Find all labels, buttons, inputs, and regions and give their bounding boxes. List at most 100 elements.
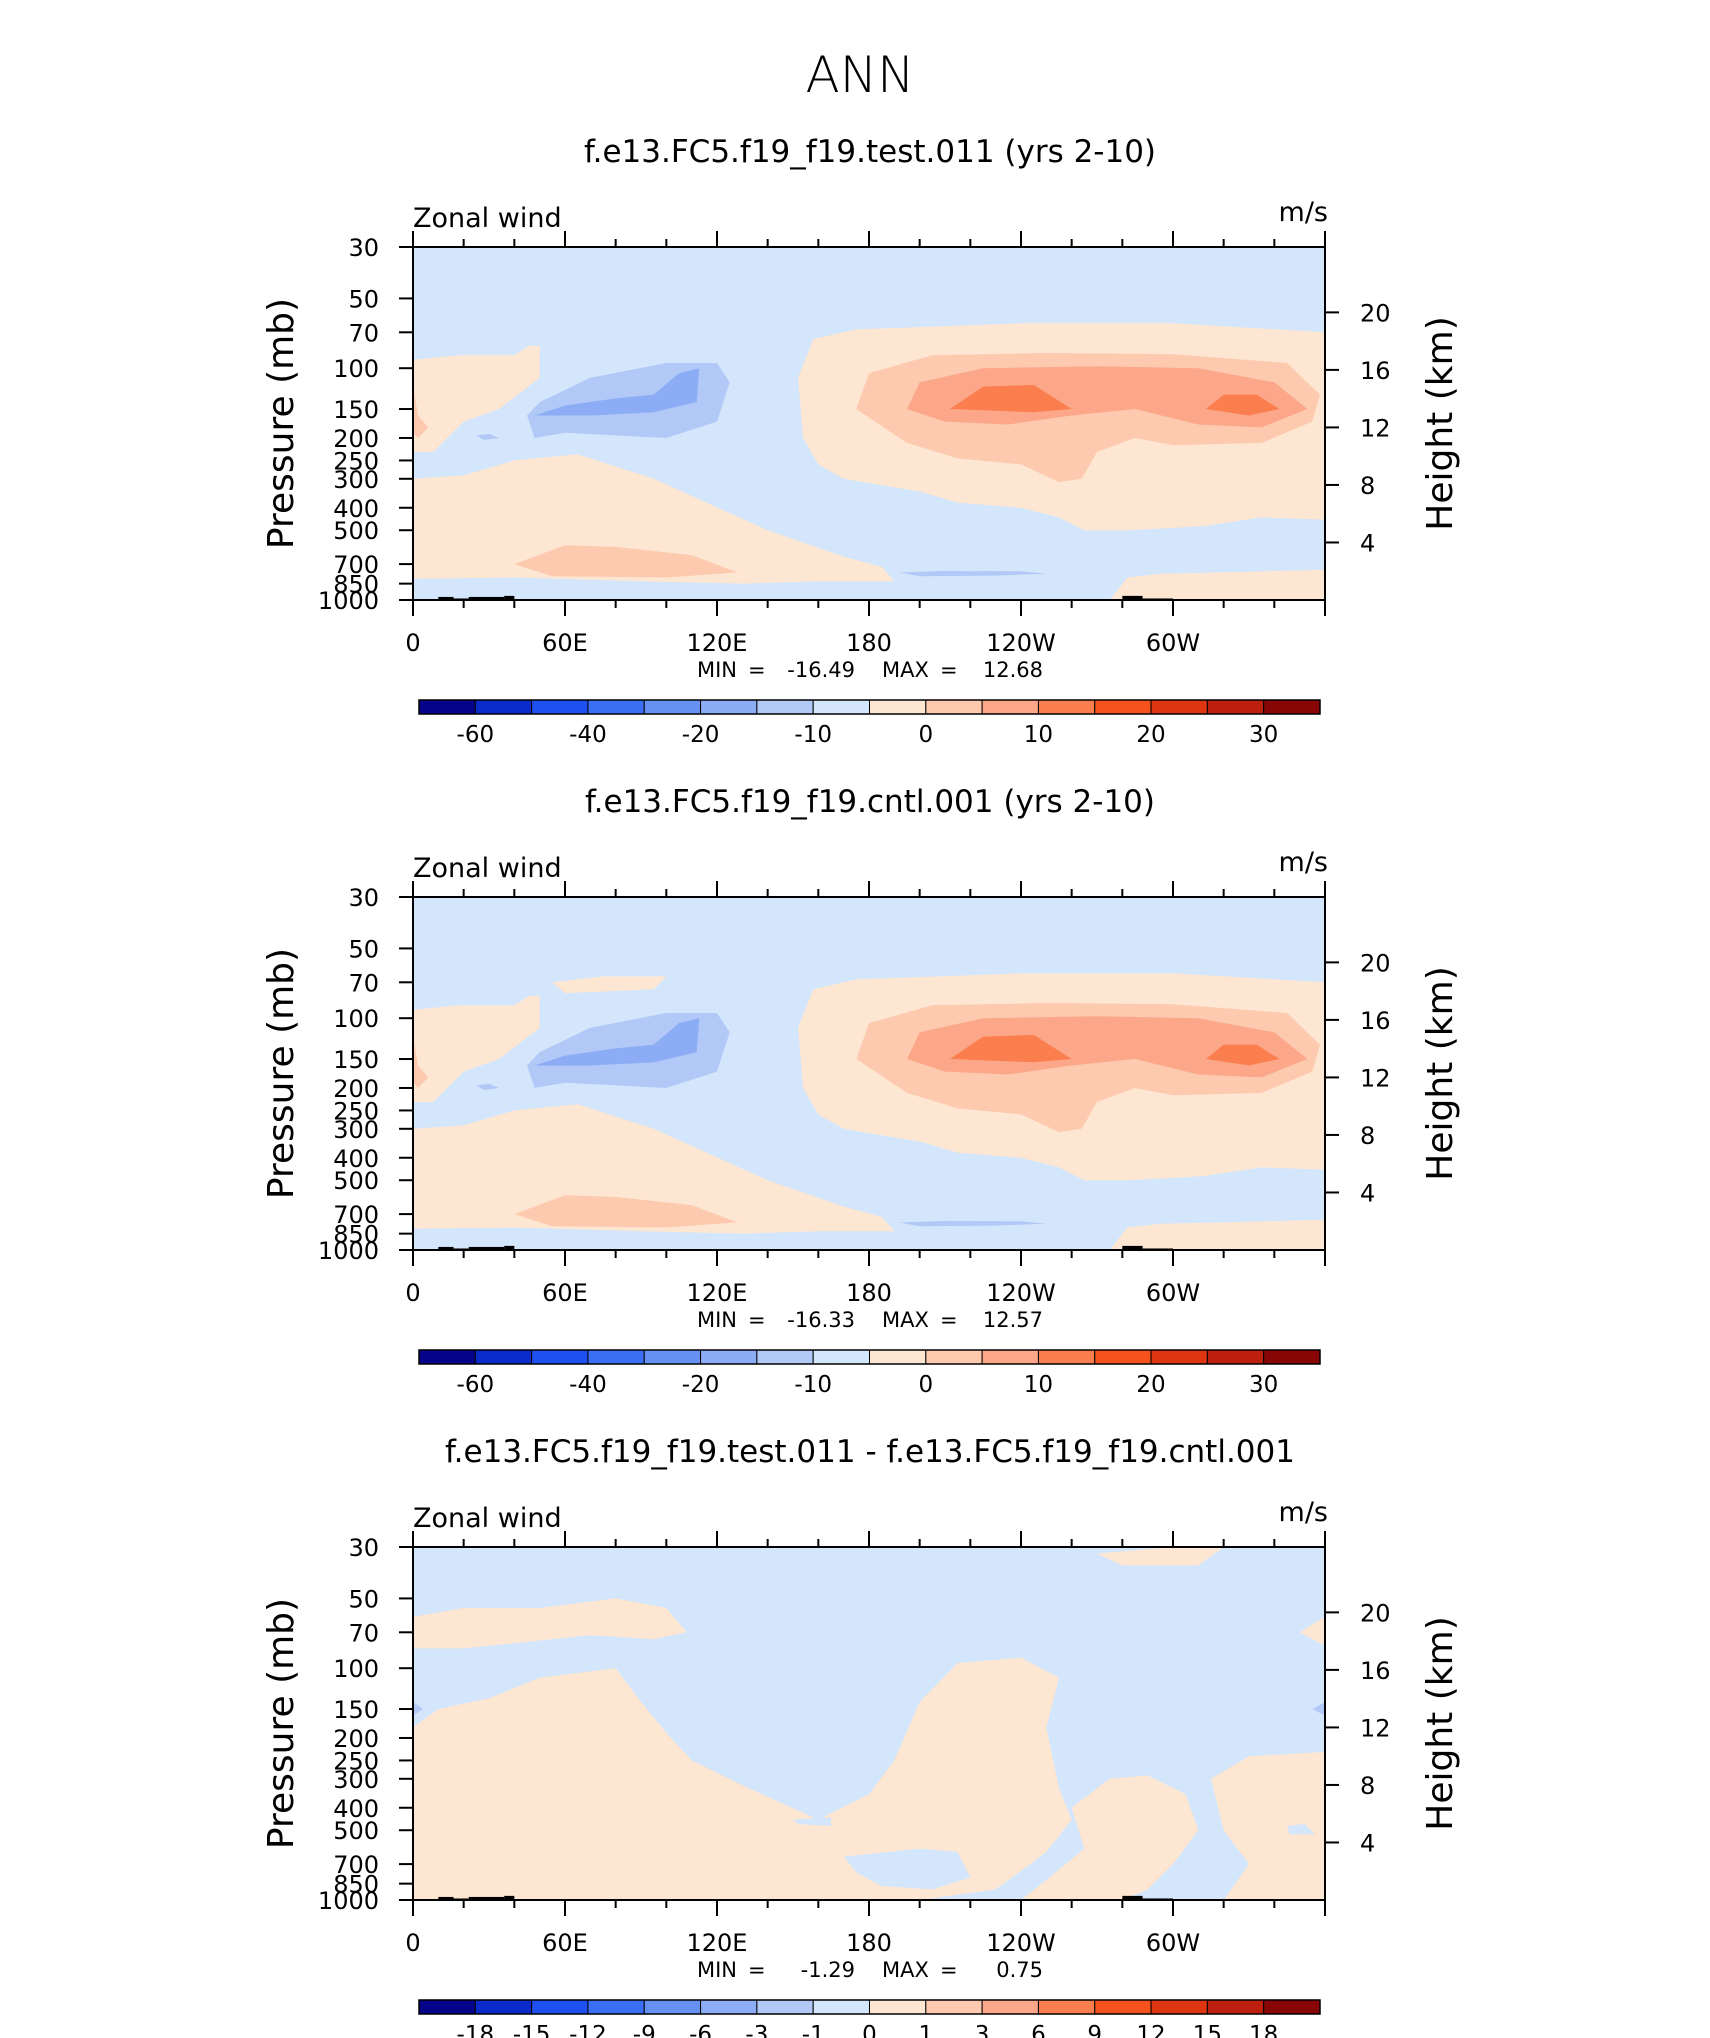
y-tick-label: 200: [333, 1725, 379, 1753]
y-axis-title-left: Pressure (mb): [261, 1598, 302, 1849]
colorbar-swatch: [1263, 699, 1321, 715]
contour-westerly-0-5: [1109, 569, 1325, 600]
topography-block: [468, 1246, 505, 1250]
y-tick-label: 1000: [318, 587, 379, 615]
colorbar-swatch: [925, 1999, 983, 2015]
colorbar-label: -3: [745, 2022, 768, 2038]
colorbar-label: -9: [633, 2022, 656, 2038]
colorbar-label: -20: [682, 722, 720, 748]
min-label: MIN: [697, 1958, 737, 1982]
colorbar-swatch: [1150, 1999, 1208, 2015]
colorbar-label: -40: [569, 1372, 607, 1398]
panel-title: f.e13.FC5.f19_f19.test.011 (yrs 2-10): [584, 134, 1156, 170]
contour-easterly-0-5: [476, 433, 500, 440]
contour-easterly-0-5: [899, 571, 1047, 577]
contour-diff-positive: [1299, 1616, 1325, 1646]
contour-easterly-0-5: [476, 1083, 500, 1090]
contour-field: [413, 1547, 1325, 1900]
y-tick-label: 400: [333, 1145, 379, 1173]
contour-field: [413, 897, 1325, 1250]
y-tick-label: 250: [333, 447, 379, 475]
colorbar-swatch: [1150, 1349, 1208, 1365]
variable-label: Zonal wind: [413, 853, 562, 884]
y-tick-label: 150: [333, 1046, 379, 1074]
y-axis-title-left: Pressure (mb): [261, 948, 302, 1199]
y-tick-label: 70: [348, 969, 379, 997]
contour-westerly-15-20: [950, 1034, 1072, 1063]
contour-diff-negative-1: [1312, 1702, 1325, 1716]
contour-diff-negative: [793, 1817, 831, 1827]
contour-diff-positive: [1097, 1547, 1224, 1566]
y-tick-right-label: 12: [1360, 414, 1391, 442]
colorbar-label: 3: [975, 2022, 990, 2038]
colorbar-swatch: [1037, 1999, 1096, 2015]
topography-block: [438, 596, 454, 600]
colorbar-swatch: [643, 1349, 702, 1365]
y-tick-label: 100: [333, 1655, 379, 1683]
colorbar-label: 1: [918, 2022, 933, 2038]
colorbar-swatch: [474, 1999, 533, 2015]
y-tick-label: 700: [333, 1851, 379, 1879]
y-tick-label: 300: [333, 1116, 379, 1144]
y-tick-label: 250: [333, 1097, 379, 1125]
contour-westerly-0-5: [413, 345, 540, 452]
variable-label: Zonal wind: [413, 1503, 562, 1534]
y-tick-label: 250: [333, 1747, 379, 1775]
colorbar-swatch: [1037, 699, 1096, 715]
colorbar-swatch: [1263, 1349, 1321, 1365]
contour-diff-positive: [1211, 1752, 1325, 1900]
colorbar-label: -60: [457, 1372, 495, 1398]
colorbar-label: 18: [1249, 2022, 1278, 2038]
min-value: -16.49: [787, 658, 855, 682]
panel-title: f.e13.FC5.f19_f19.test.011 - f.e13.FC5.f…: [445, 1434, 1295, 1470]
colorbar-swatch: [531, 1999, 589, 2015]
max-label: MAX: [882, 658, 929, 682]
y-tick-right-label: 16: [1360, 1657, 1391, 1685]
colorbar-swatch: [756, 1349, 814, 1365]
x-tick-label: 60W: [1146, 1279, 1200, 1307]
contour-westerly-10-15: [907, 366, 1308, 428]
colorbar-swatch: [418, 1349, 476, 1365]
contour-westerly-0-5: [1274, 982, 1325, 1037]
y-tick-label: 30: [348, 884, 379, 912]
x-tick-label: 120W: [986, 629, 1056, 657]
y-axis-title-right: Height (km): [1420, 1616, 1461, 1830]
colorbar-label: -15: [513, 2022, 551, 2038]
y-tick-label: 500: [333, 1167, 379, 1195]
colorbar-swatch: [474, 699, 533, 715]
y-tick-label: 150: [333, 1696, 379, 1724]
colorbar-frame: [418, 1349, 1321, 1365]
colorbar-swatch: [925, 699, 983, 715]
y-tick-label: 850: [333, 1871, 379, 1899]
colorbar-swatch: [869, 699, 927, 715]
topography-block: [438, 1246, 454, 1250]
y-tick-label: 700: [333, 1201, 379, 1229]
x-tick-label: 120E: [687, 1929, 748, 1957]
contour-westerly-15-20: [950, 384, 1072, 413]
contour-westerly-5-10: [514, 1195, 738, 1228]
contour-westerly-15-20: [1205, 394, 1280, 416]
y-tick-right-label: 20: [1360, 1599, 1391, 1627]
colorbar-label: -1: [802, 2022, 825, 2038]
colorbar-label: 0: [862, 2022, 877, 2038]
y-tick-label: 300: [333, 1766, 379, 1794]
contour-westerly-15-20: [1205, 1044, 1280, 1066]
colorbar-label: 15: [1193, 2022, 1222, 2038]
colorbar-label: -12: [569, 2022, 607, 2038]
colorbar-swatch: [1094, 1349, 1152, 1365]
y-tick-label: 100: [333, 1005, 379, 1033]
x-tick-label: 0: [405, 1279, 420, 1307]
y-tick-right-label: 4: [1360, 1179, 1375, 1207]
contour-diff-negative: [1287, 1824, 1315, 1835]
y-axis-title-left: Pressure (mb): [261, 298, 302, 549]
y-tick-label: 500: [333, 1817, 379, 1845]
min-equals: =: [748, 1308, 766, 1332]
y-tick-label: 1000: [318, 1887, 379, 1915]
y-tick-label: 50: [348, 1585, 379, 1613]
contour-easterly-5-10: [534, 368, 700, 416]
colorbar-label: 6: [1031, 2022, 1046, 2038]
y-tick-label: 30: [348, 1534, 379, 1562]
topography-block: [438, 1896, 454, 1900]
x-tick-label: 180: [846, 1279, 892, 1307]
max-value: 12.57: [983, 1308, 1043, 1332]
